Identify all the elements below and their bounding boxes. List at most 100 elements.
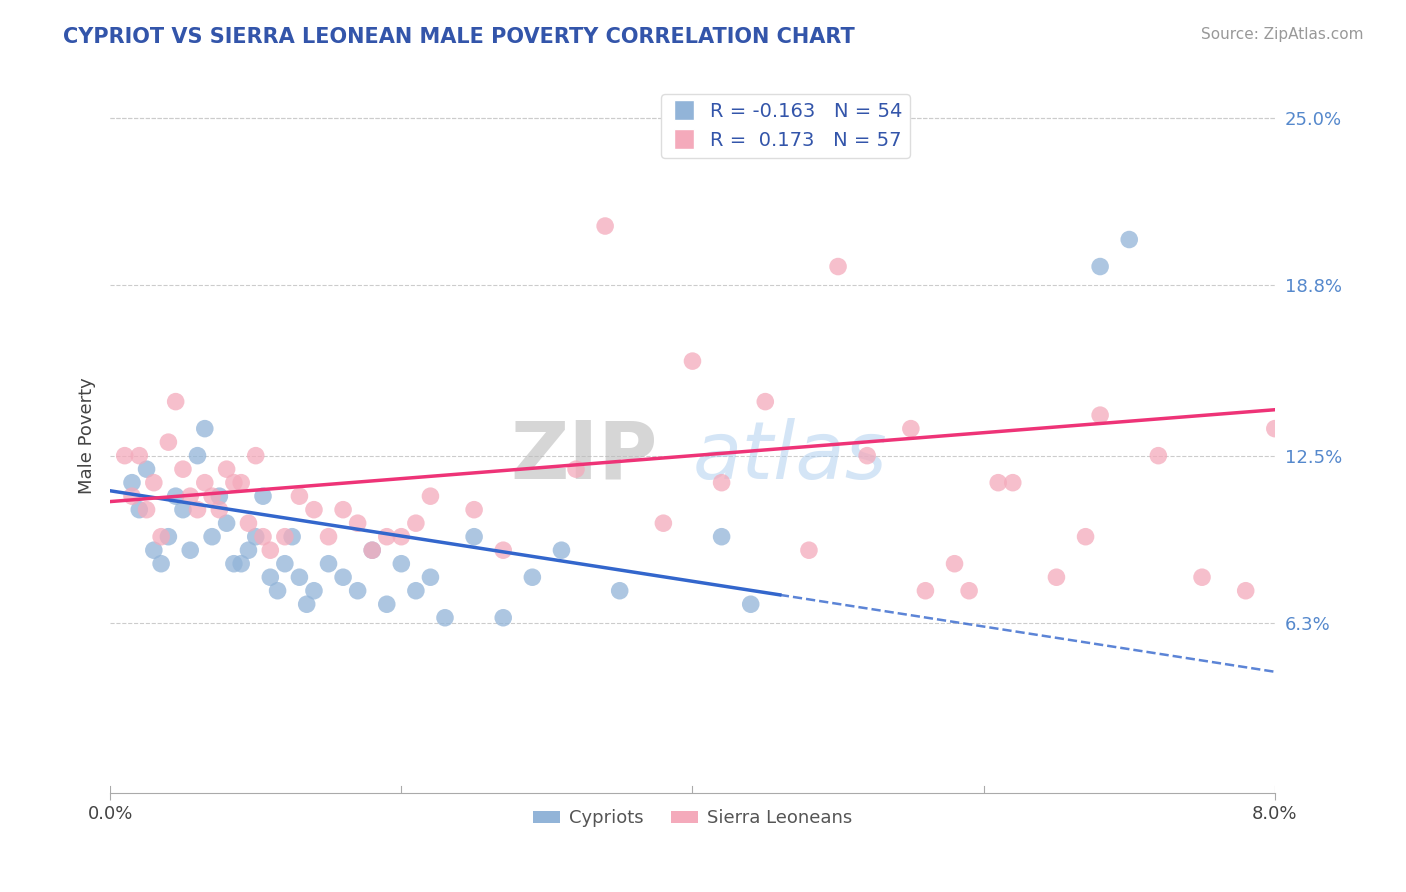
Point [318, 530, 340, 544]
Point [142, 543, 165, 558]
Point [238, 516, 260, 531]
Point [288, 489, 311, 503]
Point [157, 435, 180, 450]
Point [900, 422, 922, 436]
Point [463, 530, 485, 544]
Point [1147, 449, 1170, 463]
Point [419, 489, 441, 503]
Point [302, 502, 325, 516]
Point [259, 570, 281, 584]
Point [1001, 475, 1024, 490]
Point [114, 449, 136, 463]
Point [1074, 530, 1097, 544]
Point [740, 597, 762, 611]
Point [252, 489, 274, 503]
Point [281, 530, 304, 544]
Point [361, 543, 384, 558]
Point [288, 570, 311, 584]
Point [135, 462, 157, 476]
Point [121, 475, 143, 490]
Point [1264, 422, 1286, 436]
Text: ZIP: ZIP [510, 417, 658, 496]
Point [128, 502, 150, 516]
Point [194, 422, 217, 436]
Point [710, 530, 733, 544]
Point [172, 502, 194, 516]
Point [165, 394, 187, 409]
Point [274, 530, 297, 544]
Text: Source: ZipAtlas.com: Source: ZipAtlas.com [1201, 27, 1364, 42]
Point [201, 530, 224, 544]
Point [259, 543, 281, 558]
Text: CYPRIOT VS SIERRA LEONEAN MALE POVERTY CORRELATION CHART: CYPRIOT VS SIERRA LEONEAN MALE POVERTY C… [63, 27, 855, 46]
Point [172, 462, 194, 476]
Text: atlas: atlas [693, 417, 887, 496]
Point [150, 530, 173, 544]
Point [375, 530, 398, 544]
Point [389, 557, 412, 571]
Point [1045, 570, 1067, 584]
Point [405, 516, 427, 531]
Point [593, 219, 616, 233]
Point [179, 489, 201, 503]
Legend: Cypriots, Sierra Leoneans: Cypriots, Sierra Leoneans [526, 802, 859, 834]
Point [222, 557, 245, 571]
Point [492, 543, 515, 558]
Point [710, 475, 733, 490]
Point [157, 530, 180, 544]
Point [433, 611, 456, 625]
Point [375, 597, 398, 611]
Point [652, 516, 675, 531]
Point [419, 570, 441, 584]
Point [186, 449, 208, 463]
Point [492, 611, 515, 625]
Y-axis label: Male Poverty: Male Poverty [79, 377, 96, 494]
Point [682, 354, 704, 368]
Point [245, 530, 267, 544]
Point [186, 502, 208, 516]
Point [609, 583, 631, 598]
Point [754, 394, 776, 409]
Point [827, 260, 849, 274]
Point [252, 530, 274, 544]
Point [150, 557, 173, 571]
Point [550, 543, 572, 558]
Point [245, 449, 267, 463]
Point [135, 502, 157, 516]
Point [1088, 260, 1111, 274]
Point [238, 543, 260, 558]
Point [222, 475, 245, 490]
Point [1191, 570, 1213, 584]
Point [405, 583, 427, 598]
Point [231, 557, 253, 571]
Point [332, 502, 354, 516]
Point [165, 489, 187, 503]
Point [179, 543, 201, 558]
Point [522, 570, 544, 584]
Point [346, 583, 368, 598]
Point [201, 489, 224, 503]
Point [389, 530, 412, 544]
Point [215, 516, 238, 531]
Point [194, 475, 217, 490]
Point [318, 557, 340, 571]
Point [332, 570, 354, 584]
Point [266, 583, 288, 598]
Point [215, 462, 238, 476]
Point [957, 583, 980, 598]
Point [1088, 408, 1111, 422]
Point [231, 475, 253, 490]
Point [208, 502, 231, 516]
Point [914, 583, 936, 598]
Point [128, 449, 150, 463]
Point [121, 489, 143, 503]
Point [302, 583, 325, 598]
Point [463, 502, 485, 516]
Point [943, 557, 966, 571]
Point [987, 475, 1010, 490]
Point [208, 489, 231, 503]
Point [346, 516, 368, 531]
Point [274, 557, 297, 571]
Point [142, 475, 165, 490]
Point [565, 462, 588, 476]
